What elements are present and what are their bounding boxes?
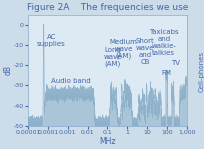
Text: Audio band: Audio band [51, 78, 91, 84]
Text: FM: FM [161, 70, 171, 76]
Text: Cell-phones: Cell-phones [198, 51, 204, 92]
Text: Medium
wave
(AM): Medium wave (AM) [109, 39, 137, 59]
Text: Taxicabs
and
walkie-
talkies: Taxicabs and walkie- talkies [148, 30, 178, 56]
Text: Long
wave
(AM): Long wave (AM) [103, 47, 121, 67]
Text: AC
supplies: AC supplies [37, 34, 65, 47]
Y-axis label: dB: dB [3, 65, 12, 75]
Title: Figure 2A    The frequencies we use: Figure 2A The frequencies we use [27, 3, 187, 13]
Text: Short
wave
and
CB: Short wave and CB [135, 38, 154, 65]
X-axis label: MHz: MHz [99, 136, 115, 146]
Text: TV: TV [170, 60, 179, 66]
